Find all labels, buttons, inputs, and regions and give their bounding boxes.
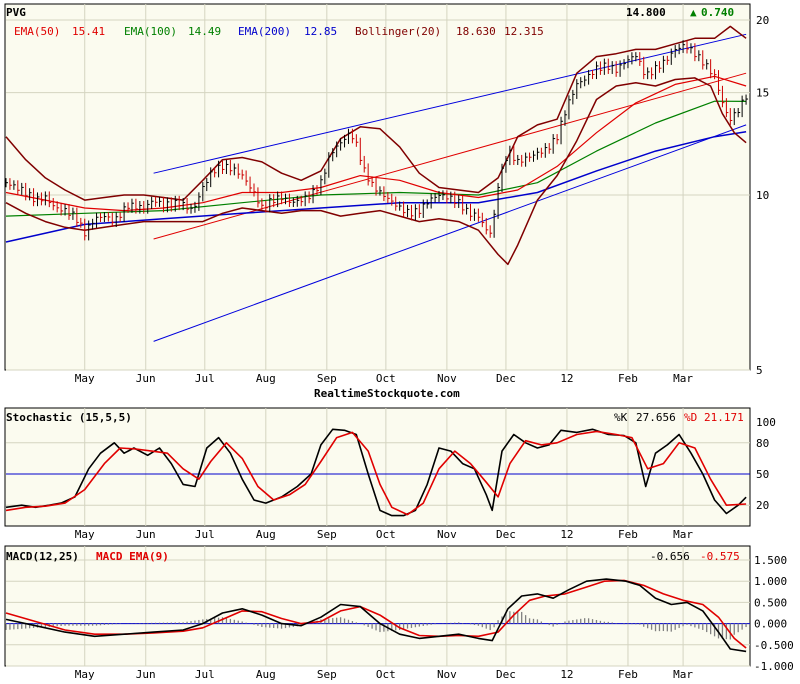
bollinger-lower-line <box>5 77 747 266</box>
macd-y-tick-label: -0.500 <box>754 639 794 652</box>
watermark: RealtimeStockquote.com <box>314 387 460 400</box>
stochastic-d-label: %D <box>684 411 697 424</box>
trend-line <box>153 72 747 240</box>
price-y-tick-label: 20 <box>756 14 769 27</box>
bollinger-label: Bollinger(20) <box>355 25 441 38</box>
macd-x-tick-label: Mar <box>673 668 693 680</box>
price-y-tick-label: 15 <box>756 87 769 100</box>
stoch-y-tick-label: 80 <box>756 437 769 450</box>
macd-x-tick-label: Aug <box>256 668 276 680</box>
stoch-x-tick-label: Jun <box>136 528 156 541</box>
stoch-y-tick-label: 50 <box>756 468 769 481</box>
price-frame <box>4 3 751 371</box>
price-y-tick-label: 5 <box>756 364 763 377</box>
macd-x-tick-label: Jul <box>195 668 215 680</box>
price-x-tick-label: Dec <box>496 372 516 385</box>
macd-panel: 1.500 1.000 0.500 0.000 -0.500 -1.000 May Jun Ju… <box>4 545 794 681</box>
price-y-tick-label: 10 <box>756 189 769 202</box>
price-x-tick-label: 12 <box>560 372 573 385</box>
macd-label: MACD(12,25) <box>6 550 79 563</box>
ema100-label: EMA(100) <box>124 25 177 38</box>
macd-signal-value: -0.575 <box>700 550 740 563</box>
channel-lower-line <box>153 124 747 342</box>
stoch-x-tick-label: Sep <box>317 528 337 541</box>
stoch-x-tick-label: Feb <box>618 528 638 541</box>
stoch-x-tick-label: Mar <box>673 528 693 541</box>
price-x-tick-label: Sep <box>317 372 337 385</box>
channel-upper-line <box>153 33 747 174</box>
price-x-tick-label: May <box>75 372 95 385</box>
stoch-x-tick-label: 12 <box>560 528 573 541</box>
macd-x-tick-label: 12 <box>560 668 573 680</box>
ema200-value: 12.85 <box>304 25 337 38</box>
price-x-tick-label: Jul <box>195 372 215 385</box>
macd-y-tick-label: 1.000 <box>754 575 787 588</box>
bollinger-lower-value: 12.315 <box>504 25 544 38</box>
price-panel: 5 10 15 20 May Jun Jul Aug Sep Oct Nov Dec 12 Feb Mar <box>4 3 769 385</box>
stochastic-label: Stochastic (15,5,5) <box>6 411 132 424</box>
price-x-tick-label: Feb <box>618 372 638 385</box>
stoch-x-tick-label: Oct <box>376 528 396 541</box>
price-x-tick-label: Aug <box>256 372 276 385</box>
stochastic-k-label: %K <box>614 411 628 424</box>
stoch-x-tick-label: Jul <box>195 528 215 541</box>
stochastic-panel: 20 50 80 100 May Jun Jul Aug Sep Oct Nov Dec 12 Feb Ma… <box>4 407 776 541</box>
price-x-tick-label: Nov <box>437 372 457 385</box>
stoch-frame <box>4 407 751 527</box>
macd-x-tick-label: Feb <box>618 668 638 680</box>
ema100-value: 14.49 <box>188 25 221 38</box>
stoch-x-tick-label: Dec <box>496 528 516 541</box>
up-arrow-icon: ▲ <box>690 6 697 19</box>
ema200-label: EMA(200) <box>238 25 291 38</box>
ema50-label: EMA(50) <box>14 25 60 38</box>
macd-signal-label: MACD EMA(9) <box>96 550 169 563</box>
macd-value: -0.656 <box>650 550 690 563</box>
ema50-line <box>5 75 747 212</box>
symbol-label: PVG <box>6 6 26 19</box>
stoch-x-tick-label: Nov <box>437 528 457 541</box>
stoch-y-tick-label: 100 <box>756 416 776 429</box>
macd-x-tick-label: Dec <box>496 668 516 680</box>
macd-x-tick-label: Oct <box>376 668 396 680</box>
stoch-y-tick-label: 20 <box>756 499 769 512</box>
stoch-x-tick-label: May <box>75 528 95 541</box>
macd-y-tick-label: 0.000 <box>754 618 787 631</box>
bollinger-upper-value: 18.630 <box>456 25 496 38</box>
price-x-tick-label: Jun <box>136 372 156 385</box>
ema200-line <box>5 130 747 243</box>
macd-line <box>5 578 747 653</box>
bollinger-upper-line <box>5 25 747 201</box>
macd-x-tick-label: May <box>75 668 95 680</box>
price-x-tick-label: Mar <box>673 372 693 385</box>
macd-x-tick-label: Nov <box>437 668 457 680</box>
macd-frame <box>4 545 751 667</box>
price-x-tick-label: Oct <box>376 372 396 385</box>
ema50-value: 15.41 <box>72 25 105 38</box>
price-change: 0.740 <box>701 6 734 19</box>
stoch-x-tick-label: Aug <box>256 528 276 541</box>
macd-y-tick-label: 1.500 <box>754 554 787 567</box>
last-price: 14.800 <box>626 6 666 19</box>
stochastic-d-value: 21.171 <box>704 411 744 424</box>
stochastic-d-line <box>5 430 747 516</box>
macd-signal-line <box>5 579 747 649</box>
macd-x-tick-label: Sep <box>317 668 337 680</box>
macd-x-tick-label: Jun <box>136 668 156 680</box>
stochastic-k-value: 27.656 <box>636 411 676 424</box>
macd-y-tick-label: -1.000 <box>754 660 794 673</box>
macd-y-tick-label: 0.500 <box>754 596 787 609</box>
